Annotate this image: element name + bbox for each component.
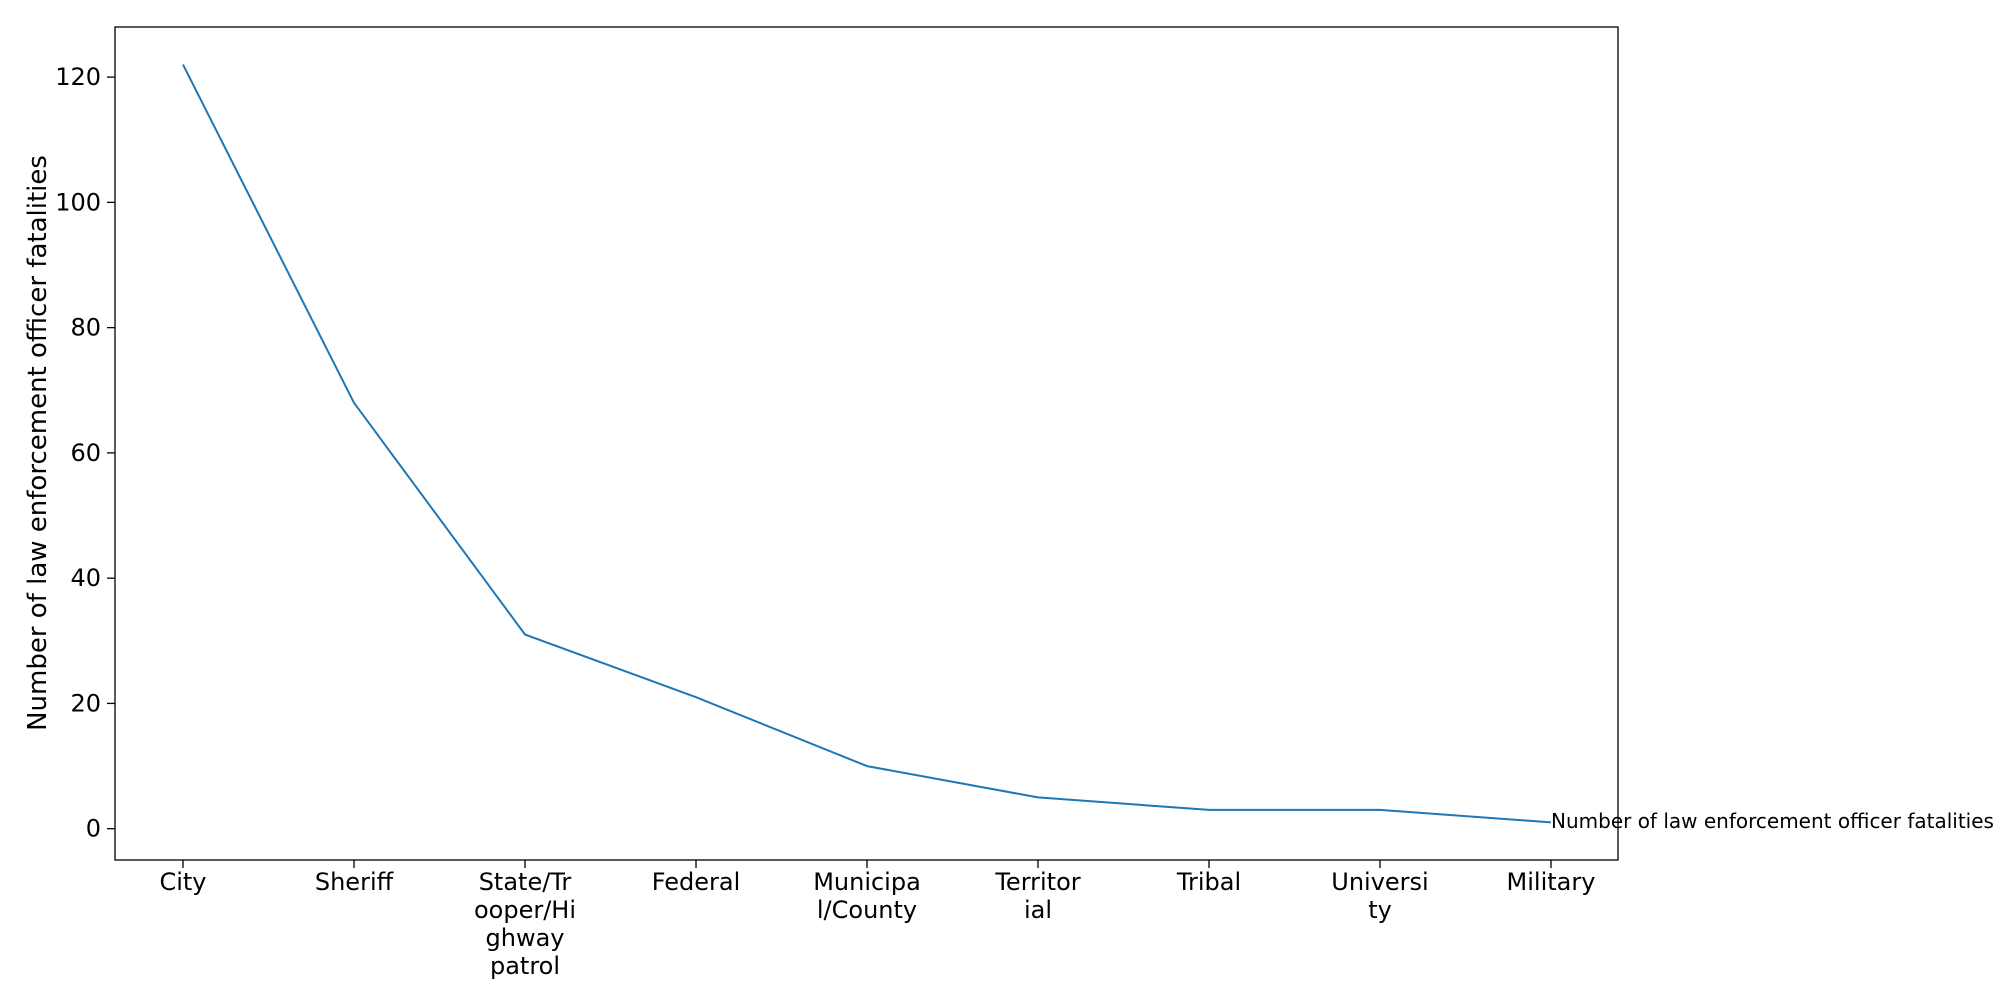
- y-tick-label: 100: [55, 188, 101, 216]
- y-tick-label: 40: [70, 564, 101, 592]
- y-tick-label: 60: [70, 439, 101, 467]
- y-axis-label: Number of law enforcement officer fatali…: [23, 155, 53, 731]
- series-end-annotation: Number of law enforcement officer fatali…: [1551, 809, 1994, 833]
- x-tick-label: Federal: [652, 868, 741, 896]
- x-tick-label: City: [159, 868, 206, 896]
- x-tick-label: Territor ial: [994, 868, 1080, 924]
- x-tick-label: Universi ty: [1331, 868, 1428, 924]
- x-tick-label: Military: [1507, 868, 1596, 896]
- x-tick-label: State/Tr ooper/Hi ghway patrol: [474, 868, 576, 980]
- x-tick-label-line: ooper/Hi: [474, 896, 576, 924]
- x-tick-label-line: Federal: [652, 868, 741, 896]
- x-tick-label: Sheriff: [315, 868, 394, 896]
- y-tick-label: 80: [70, 314, 101, 342]
- x-tick-label-line: City: [159, 868, 206, 896]
- x-tick-label-line: patrol: [490, 952, 560, 980]
- x-tick-label: Municipa l/County: [813, 868, 921, 924]
- plot-area: [114, 26, 1619, 861]
- x-tick-label-line: Universi: [1331, 868, 1428, 896]
- y-tick-label: 120: [55, 63, 101, 91]
- x-tick-label: Tribal: [1176, 868, 1241, 896]
- x-tick-label-line: ghway: [486, 924, 565, 952]
- series-layer: [182, 64, 1552, 824]
- x-tick-label-line: Municipa: [813, 868, 921, 896]
- x-tick-label-line: Territor: [994, 868, 1080, 896]
- x-tick-label-line: Military: [1507, 868, 1596, 896]
- x-axis-ticks: City Sheriff State/Tr ooper/Hi ghway patrol Fe…: [159, 860, 1595, 980]
- series-line: [182, 64, 1552, 824]
- x-tick-label-line: Tribal: [1176, 868, 1241, 896]
- y-axis-ticks: 0 20 40 60 80 100 120: [55, 63, 115, 843]
- x-tick-label-line: State/Tr: [479, 868, 572, 896]
- x-tick-label-line: ial: [1024, 896, 1052, 924]
- x-tick-label-line: Sheriff: [315, 868, 394, 896]
- x-tick-label-line: ty: [1368, 896, 1392, 924]
- y-tick-label: 0: [86, 815, 101, 843]
- x-tick-label-line: l/County: [817, 896, 917, 924]
- y-tick-label: 20: [70, 689, 101, 717]
